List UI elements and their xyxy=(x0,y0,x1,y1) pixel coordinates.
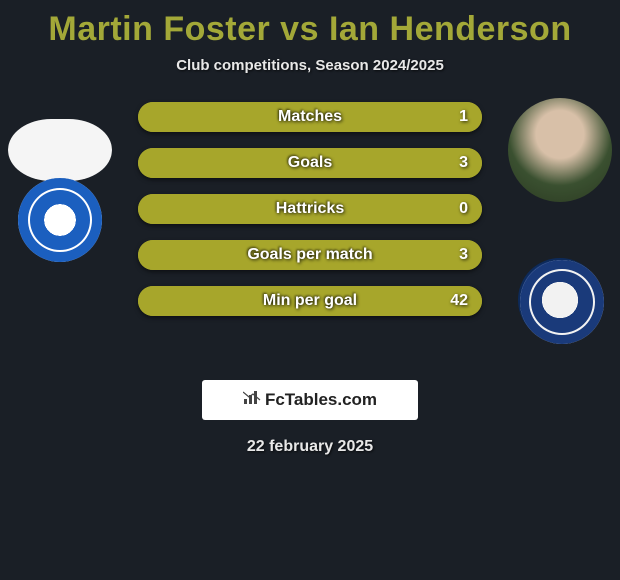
stat-value-right: 1 xyxy=(459,108,468,126)
crest-right-icon xyxy=(518,258,602,342)
branding-box: FcTables.com xyxy=(202,380,418,420)
stat-label: Goals xyxy=(288,154,332,172)
stat-value-right: 42 xyxy=(450,292,468,310)
stat-row: Goals 3 xyxy=(138,148,482,178)
page-subtitle: Club competitions, Season 2024/2025 xyxy=(0,57,620,74)
branding-text: FcTables.com xyxy=(265,390,377,410)
page-title: Martin Foster vs Ian Henderson xyxy=(0,0,620,49)
avatar-placeholder-icon xyxy=(8,119,112,181)
stat-value-right: 3 xyxy=(459,154,468,172)
stat-label: Matches xyxy=(278,108,342,126)
chart-bar-icon xyxy=(243,391,261,410)
stat-label: Hattricks xyxy=(276,200,344,218)
stat-row: Matches 1 xyxy=(138,102,482,132)
stat-row: Goals per match 3 xyxy=(138,240,482,270)
stat-value-right: 3 xyxy=(459,246,468,264)
stat-rows: Matches 1 Goals 3 Hattricks 0 Goals per match 3… xyxy=(138,102,482,332)
date-line: 22 february 2025 xyxy=(0,438,620,456)
stat-label: Min per goal xyxy=(263,292,357,310)
stat-row: Hattricks 0 xyxy=(138,194,482,224)
comparison-area: Matches 1 Goals 3 Hattricks 0 Goals per match 3… xyxy=(0,102,620,362)
avatar-photo xyxy=(508,98,612,202)
crest-left-icon xyxy=(18,178,102,262)
stat-row: Min per goal 42 xyxy=(138,286,482,316)
stat-value-right: 0 xyxy=(459,200,468,218)
stat-label: Goals per match xyxy=(247,246,372,264)
avatar-right xyxy=(508,98,612,202)
